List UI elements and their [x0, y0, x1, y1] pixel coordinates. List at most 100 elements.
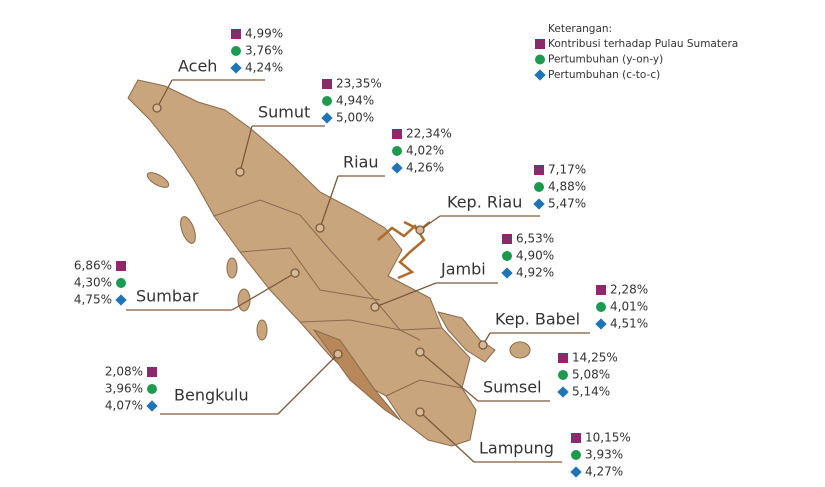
stat-value: 4,02%: [406, 144, 444, 158]
province-name: Jambi: [440, 260, 486, 279]
leader-line: [374, 282, 498, 308]
stat-value: 3,96%: [105, 382, 143, 396]
province-label: Aceh 4,99% 3,76% 4,24%: [152, 27, 283, 113]
location-dot: [370, 302, 380, 312]
stat-value: 4,27%: [585, 465, 623, 479]
icon-diamond: [534, 69, 546, 81]
legend-item: Pertumbuhan (y-on-y): [548, 54, 663, 66]
stat-value: 4,07%: [105, 399, 143, 413]
province-name: Aceh: [178, 57, 217, 76]
icon-square: [596, 285, 606, 295]
location-dot: [315, 223, 325, 233]
icon-diamond: [146, 400, 158, 412]
stat-value: 10,15%: [585, 431, 631, 445]
province-name: Riau: [343, 153, 379, 172]
icon-circle: [596, 302, 606, 312]
province-label: Jambi 6,53% 4,90% 4,92%: [370, 232, 554, 312]
icon-square: [231, 29, 241, 39]
icon-square: [147, 367, 157, 377]
leader-line: [419, 411, 562, 463]
icon-circle: [231, 46, 241, 56]
icon-circle: [534, 182, 544, 192]
location-dot: [333, 349, 343, 359]
icon-square: [558, 353, 568, 363]
stat-value: 4,99%: [245, 27, 283, 41]
stat-value: 4,94%: [336, 94, 374, 108]
stat-value: 2,28%: [610, 283, 648, 297]
leader-line: [319, 175, 385, 229]
location-dot: [290, 268, 300, 278]
icon-diamond: [595, 318, 607, 330]
stat-value: 22,34%: [406, 127, 452, 141]
province-label: Kep. Babel 2,28% 4,01% 4,51%: [478, 283, 648, 350]
province-label: Sumsel 14,25% 5,08% 5,14%: [415, 347, 618, 402]
icon-diamond: [115, 294, 127, 306]
stat-value: 5,47%: [548, 197, 586, 211]
stat-value: 5,00%: [336, 111, 374, 125]
province-label: Riau 22,34% 4,02% 4,26%: [315, 127, 452, 233]
stat-value: 6,53%: [516, 232, 554, 246]
leader-line: [126, 272, 296, 311]
leader-line: [482, 332, 590, 346]
icon-circle: [558, 370, 568, 380]
icon-circle: [147, 384, 157, 394]
stat-value: 4,24%: [245, 61, 283, 75]
location-dot: [478, 340, 488, 350]
icon-square: [534, 165, 544, 175]
province-label: Bengkulu 2,08% 3,96% 4,07%: [105, 349, 343, 415]
stat-value: 4,92%: [516, 266, 554, 280]
icon-circle: [322, 96, 332, 106]
icon-diamond: [391, 162, 403, 174]
icon-square: [502, 234, 512, 244]
icon-diamond: [230, 62, 242, 74]
province-name: Kep. Babel: [495, 310, 580, 329]
province-name: Sumbar: [136, 287, 199, 306]
leader-line: [156, 79, 265, 109]
stat-value: 4,51%: [610, 317, 648, 331]
stat-value: 6,86%: [74, 259, 112, 273]
stat-value: 4,75%: [74, 293, 112, 307]
province-name: Lampung: [479, 439, 554, 458]
stat-value: 4,88%: [548, 180, 586, 194]
location-dot: [415, 225, 425, 235]
stat-value: 5,14%: [572, 385, 610, 399]
icon-circle: [571, 450, 581, 460]
stat-value: 2,08%: [105, 365, 143, 379]
leader-line: [419, 215, 540, 231]
province-label: Kep. Riau 7,17% 4,88% 5,47%: [415, 163, 586, 235]
location-dot: [415, 407, 425, 417]
province-label: Sumbar 6,86% 4,30% 4,75%: [74, 259, 300, 311]
legend-item: Pertumbuhan (c-to-c): [548, 69, 660, 81]
stat-value: 4,90%: [516, 249, 554, 263]
icon-diamond: [321, 112, 333, 124]
leader-line: [160, 353, 339, 415]
icon-diamond: [570, 466, 582, 478]
icon-circle: [392, 146, 402, 156]
icon-diamond: [501, 267, 513, 279]
stat-value: 5,08%: [572, 368, 610, 382]
location-dot: [235, 167, 245, 177]
stat-value: 7,17%: [548, 163, 586, 177]
icon-circle: [535, 54, 545, 65]
stat-value: 4,01%: [610, 300, 648, 314]
icon-circle: [502, 251, 512, 261]
legend-title: Keterangan:: [548, 23, 612, 35]
location-dot: [415, 347, 425, 357]
icon-circle: [116, 278, 126, 288]
icon-square: [116, 261, 126, 271]
province-name: Sumut: [258, 103, 310, 122]
icon-diamond: [557, 386, 569, 398]
icon-square: [322, 79, 332, 89]
icon-diamond: [533, 198, 545, 210]
icon-square: [392, 129, 402, 139]
location-dot: [152, 103, 162, 113]
stat-value: 23,35%: [336, 77, 382, 91]
stat-value: 3,93%: [585, 448, 623, 462]
legend: Keterangan:: [548, 23, 612, 35]
province-name: Sumsel: [483, 378, 542, 397]
leader-line: [239, 125, 325, 173]
province-label: Sumut 23,35% 4,94% 5,00%: [235, 77, 382, 177]
legend-item: Kontribusi terhadap Pulau Sumatera: [548, 38, 738, 50]
province-label: Lampung 10,15% 3,93% 4,27%: [415, 407, 631, 479]
